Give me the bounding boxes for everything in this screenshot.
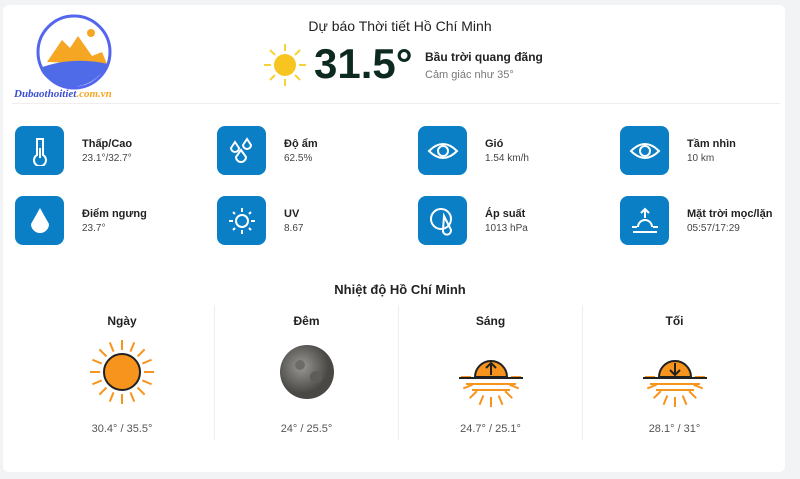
period-label: Ngày [107,314,137,328]
stat-value: 10 km [687,153,715,164]
feels-like: Cảm giác như 35° [425,69,514,81]
sunrise-icon [620,196,669,245]
stat-label: UV [284,208,300,220]
period-1: Đêm 24° / 25.5° [214,305,398,440]
stat-label: Mặt trời mọc/lặn [687,208,773,220]
sunrise-icon [456,337,526,412]
drop-icon [15,196,64,245]
period-temps: 30.4° / 35.5° [91,423,153,435]
sun-icon [87,337,157,412]
period-label: Đêm [293,314,320,328]
period-0: Ngày 30.4° / 35.5° [30,305,214,440]
stat-item: Thấp/Cao 23.1°/32.7° [15,126,205,176]
period-label: Sáng [475,314,506,328]
section-title: Nhiệt độ Hồ Chí Minh [334,282,466,297]
stat-label: Áp suất [485,208,526,220]
divider [12,103,780,104]
period-label: Tối [665,314,684,328]
logo-text: Dubaothoitiet.com.vn [14,88,112,100]
condition: Bầu trời quang đãng [425,50,543,64]
gauge-icon [418,196,467,245]
stat-value: 05:57/17:29 [687,223,740,234]
stat-value: 62.5% [284,153,313,164]
stat-item: Độ ẩm 62.5% [217,126,407,176]
page-title: Dự báo Thời tiết Hồ Chí Minh [308,18,492,34]
sun-icon [264,44,306,86]
stat-label: Tầm nhìn [687,138,736,150]
stat-item: UV 8.67 [217,196,407,246]
stat-label: Gió [485,138,504,150]
period-2: Sáng 24.7° / 25.1° [398,305,582,440]
stat-label: Độ ẩm [284,138,318,150]
period-temps: 28.1° / 31° [648,423,701,435]
stat-label: Thấp/Cao [82,138,133,150]
stat-item: Điểm ngưng 23.7° [15,196,205,246]
moon-icon [272,337,342,412]
stat-item: Mặt trời mọc/lặn 05:57/17:29 [620,196,800,246]
logo[interactable] [12,6,132,106]
period-temps: 24° / 25.5° [280,423,333,435]
stat-value: 23.1°/32.7° [82,153,132,164]
stat-item: Gió 1.54 km/h [418,126,608,176]
eye-icon [620,126,669,175]
stat-value: 1013 hPa [485,223,528,234]
stat-value: 1.54 km/h [485,153,529,164]
sunset-icon [640,337,710,412]
period-temps: 24.7° / 25.1° [460,423,521,435]
sun-icon [217,196,266,245]
period-3: Tối 28.1° / 31° [582,305,766,440]
stat-label: Điểm ngưng [82,208,147,220]
thermometer-icon [15,126,64,175]
stat-value: 23.7° [82,223,106,234]
stat-item: Áp suất 1013 hPa [418,196,608,246]
droplets-icon [217,126,266,175]
stat-item: Tầm nhìn 10 km [620,126,800,176]
current-temperature: 31.5° [314,40,413,87]
eye-icon [418,126,467,175]
stat-value: 8.67 [284,223,304,234]
